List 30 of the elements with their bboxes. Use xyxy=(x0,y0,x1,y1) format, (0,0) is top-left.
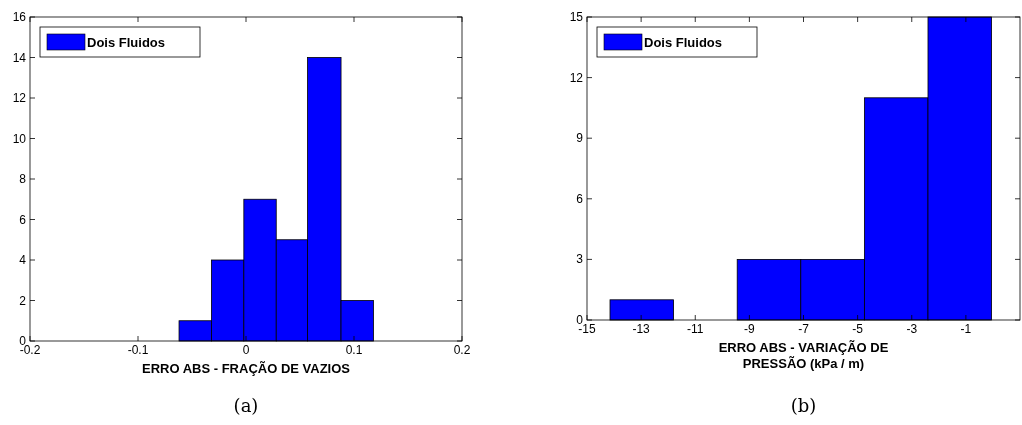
y-tick-label: 6 xyxy=(576,191,584,206)
y-tick-label: 2 xyxy=(19,293,27,308)
legend-label: Dois Fluidos xyxy=(87,35,165,50)
x-tick-label: -1 xyxy=(960,322,972,336)
y-tick-label: 8 xyxy=(19,172,27,186)
x-tick-label: 0.2 xyxy=(453,343,471,357)
x-tick-label: 0 xyxy=(242,343,250,357)
text: (b) xyxy=(790,395,817,416)
x-tick-label: -5 xyxy=(852,322,864,336)
x-tick-label: -3 xyxy=(906,322,918,336)
text: (a) xyxy=(233,395,259,416)
y-tick-label: 14 xyxy=(12,50,27,65)
x-tick-label: -0.1 xyxy=(127,343,149,357)
y-tick-label: 10 xyxy=(12,131,27,146)
y-tick-label: 12 xyxy=(12,91,27,105)
y-tick-label: 3 xyxy=(576,252,584,267)
x-tick-label: -13 xyxy=(632,322,651,336)
x-tick-label: 0.1 xyxy=(345,343,363,357)
y-tick-label: 15 xyxy=(569,10,584,24)
x-tick-label: -7 xyxy=(798,322,810,336)
x-tick-label: -9 xyxy=(744,322,756,336)
x-tick-label: -11 xyxy=(687,322,704,336)
legend-label: Dois Fluidos xyxy=(644,35,722,50)
x-axis-title: ERRO ABS - FRAÇÃO DE VAZIOS xyxy=(141,361,351,376)
y-tick-label: 16 xyxy=(12,10,27,24)
x-axis-title: ERRO ABS - VARIAÇÃO DE PRESSÃO (kPa / m) xyxy=(718,340,889,371)
y-tick-label: 6 xyxy=(19,212,27,227)
y-tick-label: 4 xyxy=(19,253,27,267)
y-tick-label: 9 xyxy=(576,131,584,146)
y-tick-label: 12 xyxy=(569,70,584,85)
